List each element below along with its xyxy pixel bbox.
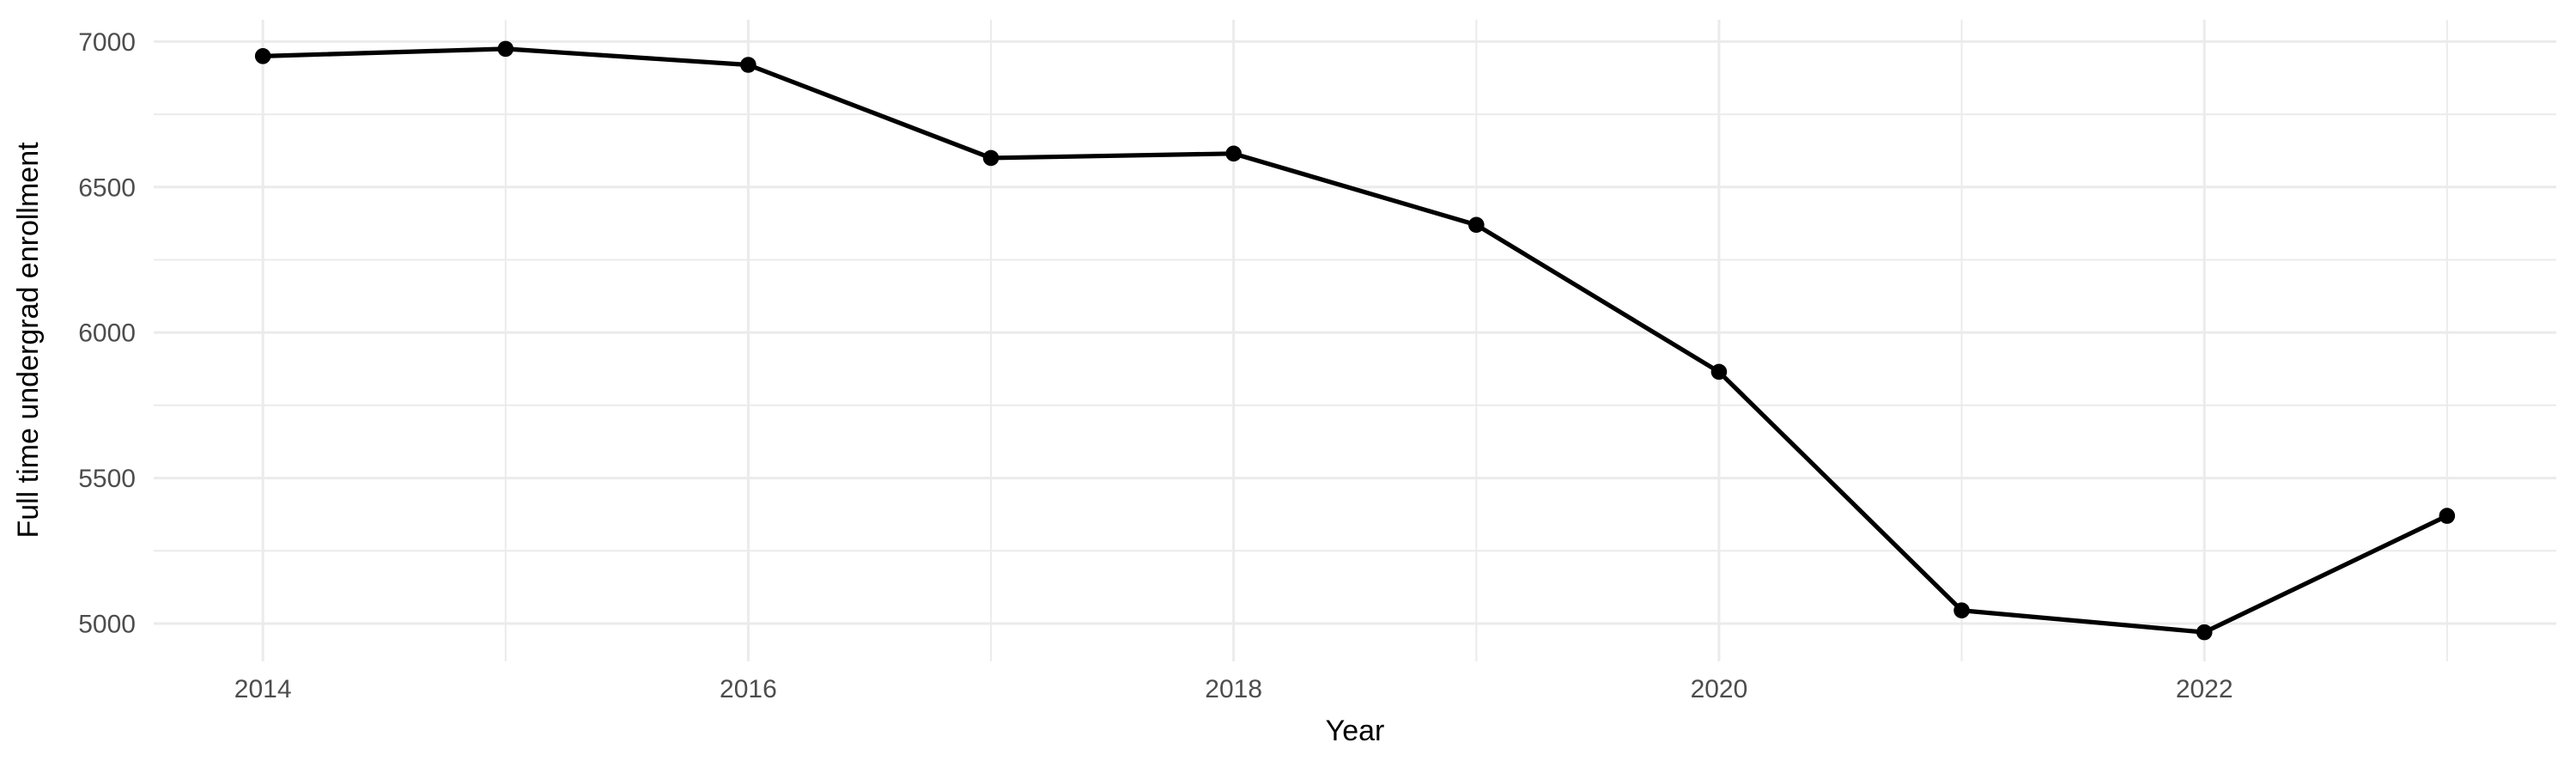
- data-point-2015: [497, 40, 514, 58]
- x-tick-label: 2020: [1691, 675, 1748, 703]
- y-tick-label: 6500: [78, 173, 136, 202]
- x-tick-label: 2022: [2176, 675, 2233, 703]
- data-point-2016: [740, 57, 756, 73]
- x-axis-title: Year: [1325, 715, 1385, 747]
- y-tick-label: 5000: [78, 610, 136, 638]
- data-point-2023: [2439, 508, 2456, 524]
- data-point-2022: [2196, 624, 2213, 641]
- data-point-2019: [1468, 216, 1485, 234]
- y-tick-label: 6000: [78, 320, 136, 348]
- x-tick-label: 2014: [234, 675, 292, 703]
- x-tick-label: 2016: [720, 675, 777, 703]
- y-tick-label: 5500: [78, 465, 136, 493]
- y-axis-title: Full time undergrad enrollment: [12, 142, 45, 539]
- data-point-2017: [982, 149, 999, 167]
- y-tick-label: 7000: [78, 28, 136, 57]
- data-point-2018: [1225, 145, 1242, 162]
- series-line: [263, 46, 2448, 635]
- data-point-2014: [254, 48, 271, 64]
- data-point-2021: [1953, 602, 1970, 619]
- data-point-2020: [1710, 363, 1728, 380]
- x-tick-label: 2018: [1205, 675, 1262, 703]
